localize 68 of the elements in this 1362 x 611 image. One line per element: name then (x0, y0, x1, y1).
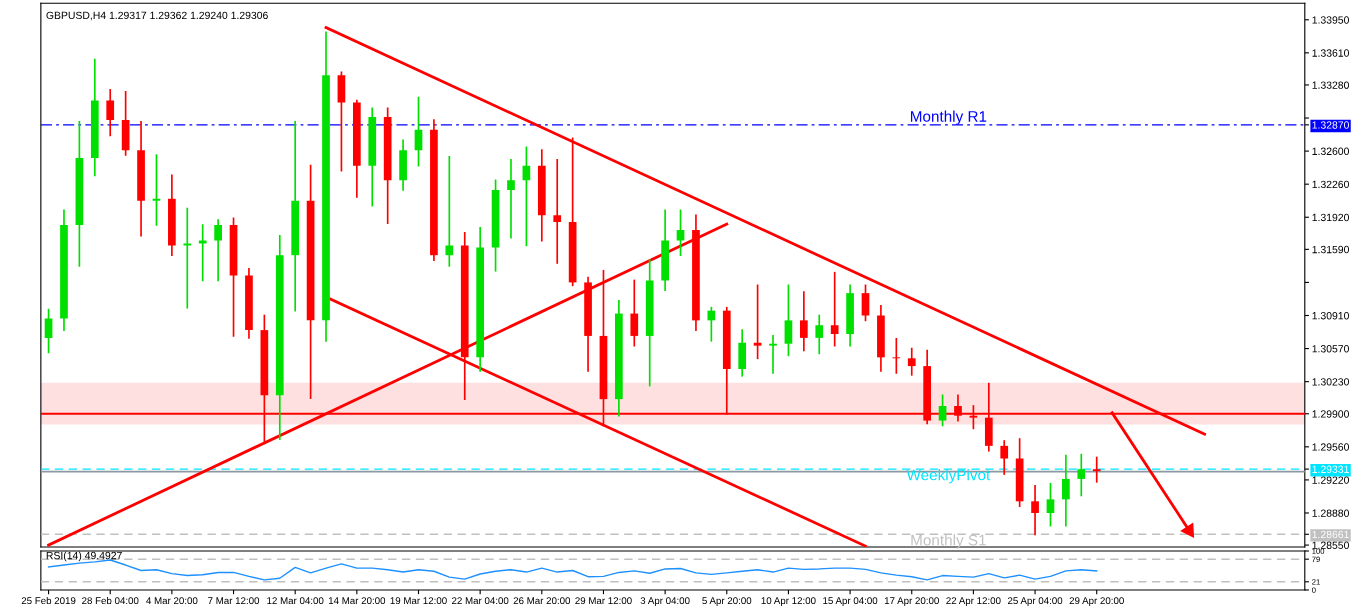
chart-title: RSI(14) 49.4927 (46, 551, 122, 562)
candlestick (106, 88, 115, 137)
x-tick-label: 22 Apr 12:00 (946, 597, 1001, 606)
candlestick (44, 308, 53, 354)
candlestick (676, 209, 685, 257)
x-tick-label: 22 Mar 04:00 (452, 597, 509, 605)
ref-line-label: Monthly S1 (911, 534, 986, 549)
x-tick-label: 4 Mar 20:00 (146, 597, 198, 605)
candlestick (214, 219, 222, 282)
y-tick-label: 1.29900 (1312, 410, 1349, 418)
candlestick (630, 279, 639, 347)
candlestick (553, 159, 562, 264)
x-tick-label: 26 Mar 20:00 (513, 597, 571, 605)
y-tick-label: 1.32600 (1312, 147, 1349, 155)
x-tick-label: 25 Apr 04:00 (1007, 597, 1063, 606)
x-tick-label: 29 Apr 20:00 (1069, 597, 1124, 606)
candlestick (1031, 484, 1039, 536)
ref-line-label: WeeklyPivot (906, 469, 991, 484)
y-tick-label: 1.31920 (1312, 213, 1349, 222)
y-tick-label: 1.33950 (1312, 16, 1349, 24)
candlestick (830, 271, 839, 347)
candlestick (753, 284, 762, 360)
candlestick (1046, 482, 1055, 527)
y-tick-label: 1.32260 (1312, 180, 1349, 189)
y-tick-label: 1.30570 (1312, 345, 1349, 353)
candlestick (892, 338, 901, 374)
y-tick-label: 1.31590 (1312, 245, 1349, 254)
y-tick-label: 1.29331 (1312, 465, 1349, 473)
candlestick (769, 335, 777, 374)
y-tick-label: 1.28661 (1312, 530, 1349, 539)
y-tick-label: 1.30910 (1312, 312, 1349, 320)
y-tick-label: 1.33280 (1312, 81, 1349, 89)
candlestick (861, 284, 870, 322)
candlestick (445, 156, 454, 267)
x-tick-label: 19 Mar 12:00 (390, 597, 447, 605)
x-tick-label: 14 Mar 20:00 (328, 597, 386, 605)
y-tick-label: 1.29220 (1312, 476, 1349, 484)
candlestick (799, 291, 808, 352)
ref-line-label: Monthly R1 (910, 110, 987, 125)
line-series (47, 559, 1098, 581)
x-tick-label: 25 Feb 2019 (21, 596, 76, 605)
y-tick-label: 1.32870 (1312, 121, 1349, 129)
x-tick-label: 29 Mar 12:00 (575, 597, 632, 605)
x-tick-label: 5 Apr 20:00 (702, 597, 752, 606)
x-tick-label: 7 Mar 12:00 (208, 597, 260, 605)
candlestick (1062, 454, 1070, 527)
candlestick (152, 154, 161, 226)
candlestick (938, 394, 947, 427)
candlestick (1000, 440, 1009, 475)
x-tick-label: 10 Apr 12:00 (761, 597, 816, 606)
x-tick-label: 3 Apr 04:00 (640, 597, 690, 606)
y-tick-label: 1.30230 (1312, 378, 1349, 386)
x-tick-label: 17 Apr 20:00 (884, 597, 939, 606)
x-tick-label: 28 Feb 04:00 (82, 596, 139, 605)
text: GBPUSD,H4 1.29317 1.29362 1.29240 1.29306 (46, 11, 268, 21)
candlestick (507, 159, 515, 239)
candlestick (1077, 453, 1086, 497)
y-tick-label: 1.29560 (1312, 443, 1349, 451)
candlestick (784, 284, 793, 357)
y-tick-label: 1.33610 (1312, 49, 1349, 57)
candlestick (907, 347, 916, 376)
x-tick-label: 15 Apr 04:00 (823, 597, 878, 606)
y-tick-label: 1.28550 (1312, 541, 1349, 549)
y-tick-label: 1.28880 (1312, 509, 1349, 517)
x-tick-label: 12 Mar 04:00 (267, 597, 324, 605)
candlestick (1092, 456, 1101, 483)
candlestick (198, 224, 207, 282)
candlestick (815, 314, 824, 355)
